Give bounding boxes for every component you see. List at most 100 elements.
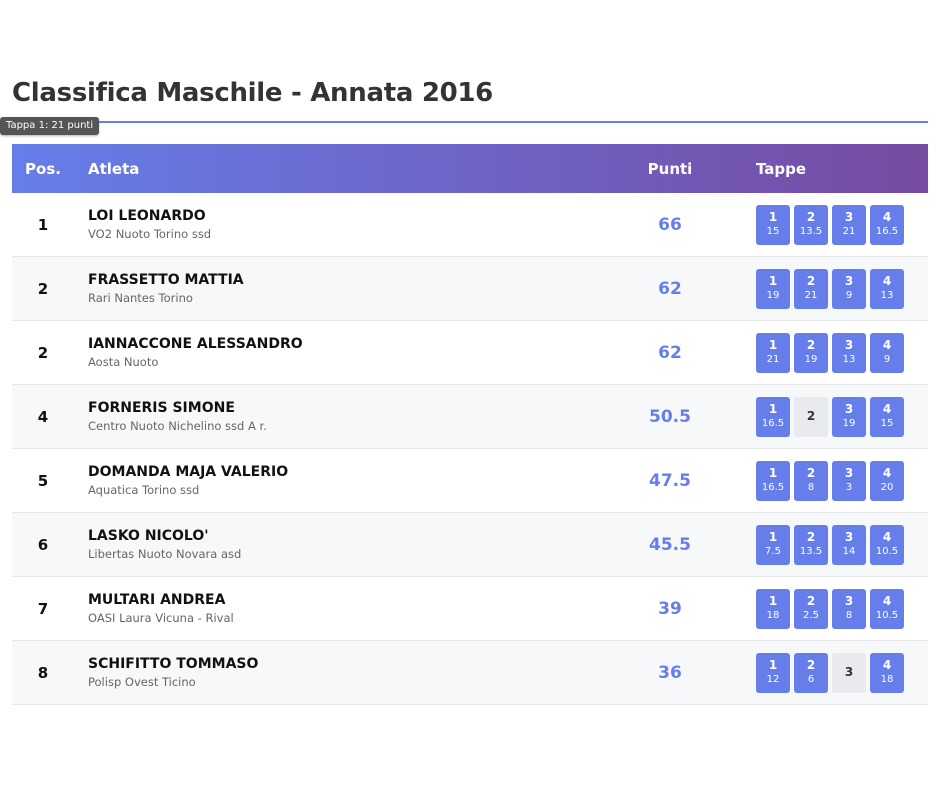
stage-badge[interactable]: 3 21	[832, 204, 866, 245]
athlete-cell: IANNACCONE ALESSANDRO Aosta Nuoto	[74, 335, 610, 370]
page-title: Classifica Maschile - Annata 2016	[12, 78, 493, 108]
stage-number: 3	[844, 466, 854, 480]
stage-number: 4	[882, 530, 892, 544]
stage-badge[interactable]: 1 18	[756, 588, 790, 629]
total-points: 45.5	[649, 534, 691, 555]
athlete-name: DOMANDA MAJA VALERIO	[88, 464, 289, 480]
stage-points: 3	[845, 482, 853, 493]
stage-points: 19	[804, 354, 818, 365]
stage-number: 3	[844, 402, 854, 416]
stage-badge[interactable]: 1 16.5	[756, 396, 790, 437]
stage-badge[interactable]: 4 16.5	[870, 204, 904, 245]
stage-points: 13	[842, 354, 856, 365]
athlete-name: IANNACCONE ALESSANDRO	[88, 336, 303, 352]
stage-list: 1 15 2 13.5 3 21 4 16.5	[756, 204, 928, 245]
stage-points: 9	[883, 354, 891, 365]
stage-points: 21	[842, 226, 856, 237]
stage-number: 4	[882, 274, 892, 288]
stage-badge[interactable]: 1 21	[756, 332, 790, 373]
stage-number: 1	[768, 594, 778, 608]
stage-badge[interactable]: 3 19	[832, 396, 866, 437]
stage-badge[interactable]: 4 10.5	[870, 588, 904, 629]
title-divider	[12, 121, 928, 123]
stage-number: 1	[768, 530, 778, 544]
stage-badge[interactable]: 4 20	[870, 460, 904, 501]
stage-number: 4	[882, 466, 892, 480]
athlete-cell: LOI LEONARDO VO2 Nuoto Torino ssd	[74, 207, 610, 242]
stage-badge[interactable]: 3 14	[832, 524, 866, 565]
stage-points: 16.5	[761, 418, 785, 429]
total-points: 66	[658, 214, 682, 235]
club-name: VO2 Nuoto Torino ssd	[88, 227, 212, 241]
club-name: OASI Laura Vicuna - Rival	[88, 611, 234, 625]
position: 2	[37, 343, 49, 362]
stage-list: 1 12 2 6 3 4 18	[756, 652, 928, 693]
stage-badge[interactable]: 2 13.5	[794, 524, 828, 565]
stage-points: 7.5	[765, 546, 781, 557]
stage-points: 8	[845, 610, 853, 621]
stage-points: 21	[804, 290, 818, 301]
stage-points: 21	[766, 354, 780, 365]
club-name: Centro Nuoto Nichelino ssd A r.	[88, 419, 267, 433]
stage-badge[interactable]: 2 13.5	[794, 204, 828, 245]
stage-points: 2.5	[803, 610, 819, 621]
stage-points: 13.5	[799, 546, 823, 557]
stage-number: 3	[844, 665, 854, 679]
stage-badge[interactable]: 1 15	[756, 204, 790, 245]
total-points: 50.5	[649, 406, 691, 427]
stage-number: 2	[806, 466, 816, 480]
stages-cell: 1 18 2 2.5 3 8 4 10.5	[730, 588, 928, 629]
stage-badge[interactable]: 4 10.5	[870, 524, 904, 565]
stage-badge[interactable]: 1 16.5	[756, 460, 790, 501]
table-body: 1 LOI LEONARDO VO2 Nuoto Torino ssd 66 1 15 2 1…	[12, 193, 928, 705]
stage-points: 8	[807, 482, 815, 493]
stage-points: 15	[880, 418, 894, 429]
athlete-cell: DOMANDA MAJA VALERIO Aquatica Torino ssd	[74, 463, 610, 498]
stage-badge[interactable]: 1 12	[756, 652, 790, 693]
stage-number: 3	[844, 530, 854, 544]
table-row: 7 MULTARI ANDREA OASI Laura Vicuna - Rival…	[12, 577, 928, 641]
club-name: Rari Nantes Torino	[88, 291, 193, 305]
stage-badge[interactable]: 3 13	[832, 332, 866, 373]
stage-points: 10.5	[875, 546, 899, 557]
stage-list: 1 7.5 2 13.5 3 14 4 10.5	[756, 524, 928, 565]
stage-number: 1	[768, 402, 778, 416]
stage-points: 16.5	[761, 482, 785, 493]
stages-cell: 1 16.5 2 8 3 3 4 20	[730, 460, 928, 501]
stage-badge[interactable]: 4 15	[870, 396, 904, 437]
header-stages: Tappe	[756, 159, 807, 178]
stage-points: 12	[766, 674, 780, 685]
club-name: Libertas Nuoto Novara asd	[88, 547, 242, 561]
table-row: 6 LASKO NICOLO' Libertas Nuoto Novara asd 4…	[12, 513, 928, 577]
stage-badge[interactable]: 4 13	[870, 268, 904, 309]
position: 5	[37, 471, 49, 490]
athlete-name: MULTARI ANDREA	[88, 592, 226, 608]
stage-number: 4	[882, 338, 892, 352]
club-name: Aosta Nuoto	[88, 355, 159, 369]
stage-badge[interactable]: 2	[794, 396, 828, 437]
stage-number: 4	[882, 658, 892, 672]
club-name: Polisp Ovest Ticino	[88, 675, 196, 689]
stage-badge[interactable]: 2 19	[794, 332, 828, 373]
stage-badge[interactable]: 1 19	[756, 268, 790, 309]
stage-points: 15	[766, 226, 780, 237]
stage-number: 3	[844, 594, 854, 608]
total-points: 39	[658, 598, 682, 619]
stage-badge[interactable]: 3	[832, 652, 866, 693]
club-name: Aquatica Torino ssd	[88, 483, 200, 497]
stage-badge[interactable]: 1 7.5	[756, 524, 790, 565]
stage-badge[interactable]: 4 18	[870, 652, 904, 693]
stage-points: 10.5	[875, 610, 899, 621]
stage-number: 2	[806, 338, 816, 352]
total-points: 47.5	[649, 470, 691, 491]
stage-badge[interactable]: 2 2.5	[794, 588, 828, 629]
athlete-cell: SCHIFITTO TOMMASO Polisp Ovest Ticino	[74, 655, 610, 690]
stage-number: 2	[806, 274, 816, 288]
stage-badge[interactable]: 2 21	[794, 268, 828, 309]
